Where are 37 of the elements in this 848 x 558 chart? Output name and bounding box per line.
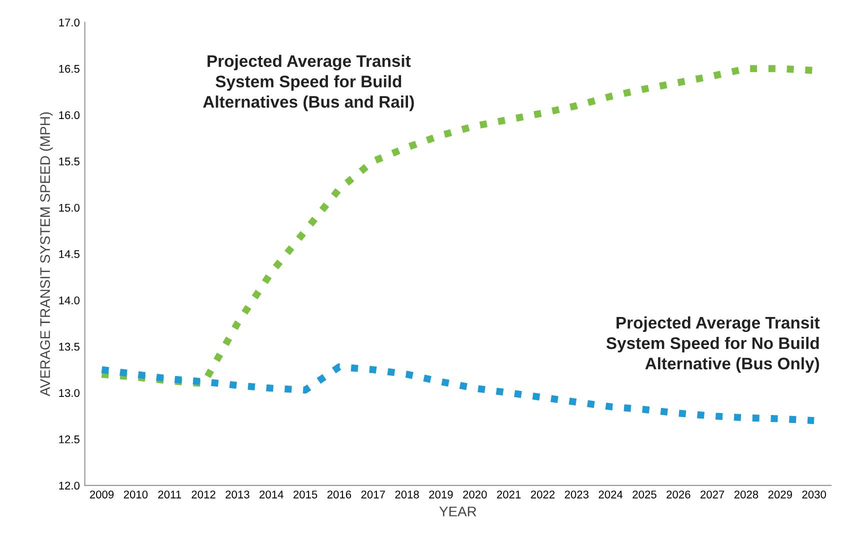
x-tick-label: 2028 [734, 490, 758, 498]
x-axis-title: YEAR [439, 506, 476, 516]
y-tick-label: 17.0 [59, 18, 80, 26]
y-tick-label: 13.0 [59, 389, 80, 397]
series-label: Projected Average Transit System Speed for No Build Alternative (Bus Only) [606, 316, 820, 373]
x-tick-label: 2009 [90, 490, 114, 498]
x-tick-label: 2015 [293, 490, 318, 498]
y-tick-label: 12.0 [59, 482, 80, 490]
series-label: Projected Average Transit System Speed for Build Alternatives (Bus and Rail) [203, 54, 414, 112]
x-tick-label: 2020 [463, 490, 487, 498]
x-tick-label: 2024 [598, 490, 623, 498]
x-tick-label: 2023 [564, 490, 589, 498]
x-tick-label: 2014 [260, 490, 284, 498]
x-tick-label: 2030 [802, 490, 826, 498]
x-tick-label: 2026 [666, 490, 690, 498]
y-tick-label: 12.5 [59, 435, 80, 444]
y-tick-label: 14.5 [59, 250, 80, 258]
y-tick-label: 14.0 [59, 296, 80, 304]
x-tick-label: 2027 [700, 490, 724, 498]
x-tick-label: 2018 [395, 490, 419, 498]
y-axis-title: AVERAGE TRANSIT SYSTEM SPEED (MPH) [40, 112, 53, 396]
y-tick-label: 15.0 [59, 204, 80, 212]
x-tick-label: 2022 [530, 490, 555, 498]
x-tick-label: 2016 [327, 490, 352, 498]
x-tick-label: 2025 [632, 490, 656, 498]
x-tick-label: 2029 [768, 490, 792, 498]
y-tick-label: 15.5 [59, 158, 80, 166]
y-tick-label: 16.0 [59, 111, 80, 120]
y-tick-label: 13.5 [59, 342, 80, 351]
x-tick-label: 2011 [158, 490, 182, 498]
x-tick-label: 2017 [361, 490, 385, 498]
x-tick-label: 2010 [124, 490, 148, 498]
x-tick-label: 2019 [429, 490, 453, 498]
x-tick-label: 2012 [192, 490, 216, 498]
x-tick-label: 2021 [497, 490, 521, 498]
x-tick-label: 2013 [226, 490, 250, 498]
y-tick-label: 16.5 [59, 64, 80, 73]
